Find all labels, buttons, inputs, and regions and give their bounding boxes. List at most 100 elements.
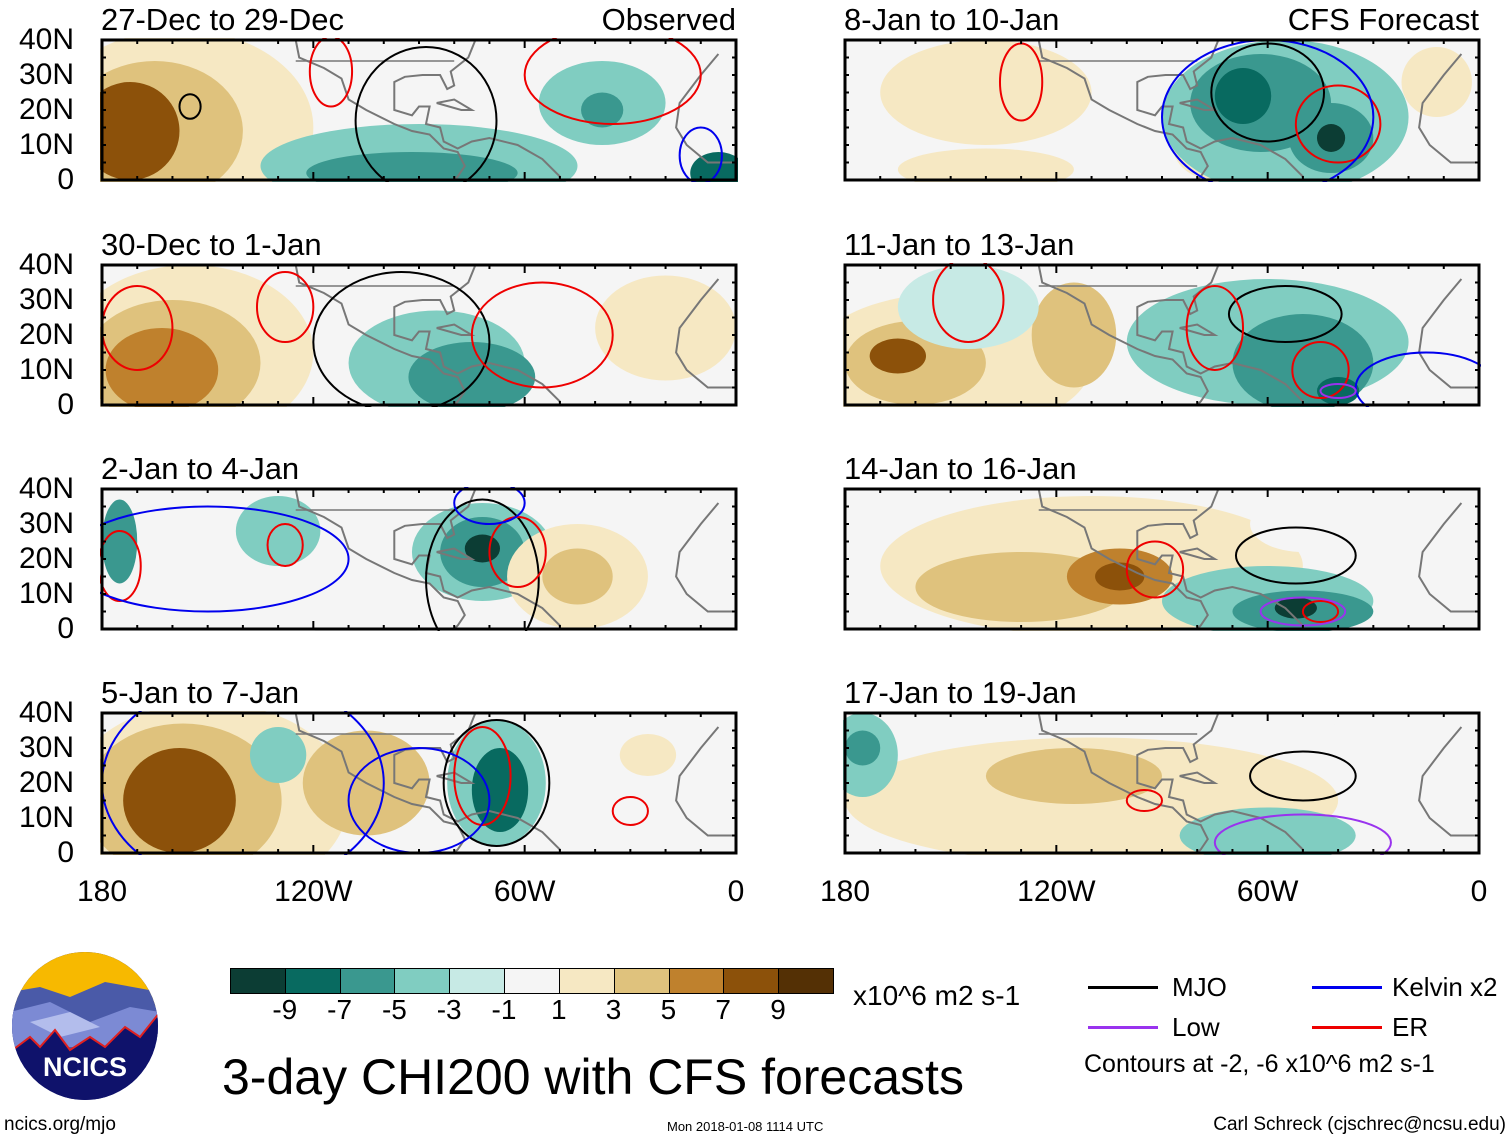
colorbar-swatch: [724, 969, 780, 993]
anomaly-region: [1250, 496, 1356, 552]
er-line-icon: [1312, 1026, 1382, 1029]
y-tick-label: 20N: [18, 93, 74, 126]
colorbar-tick: 5: [660, 994, 677, 1025]
coastline: [1418, 53, 1479, 164]
anomaly-region: [1320, 713, 1427, 783]
x-tick-label: 180: [819, 875, 871, 908]
colorbar-swatch: [559, 969, 615, 993]
x-tick-label: 0: [727, 875, 745, 908]
legend-label: Kelvin x2: [1392, 972, 1498, 1002]
legend-label: MJO: [1172, 972, 1227, 1002]
anomaly-region: [845, 730, 881, 766]
anomaly-region: [306, 152, 518, 182]
colorbar-tick: -3: [436, 994, 462, 1025]
panel-title: 11-Jan to 13-Jan: [844, 227, 1075, 262]
anomaly-region: [102, 499, 138, 584]
coastline: [1037, 264, 1209, 406]
contour-note: Contours at -2, -6 x10^6 m2 s-1: [1084, 1050, 1435, 1078]
coastline: [675, 278, 736, 389]
legend-kelvin: Kelvin x2: [1312, 972, 1498, 1003]
coastline: [294, 264, 466, 406]
y-tick-label: 10N: [18, 577, 74, 610]
colorbar-swatch: [285, 969, 341, 993]
kelvin-contour: [1354, 351, 1481, 407]
kelvin-contour: [100, 505, 350, 613]
low-contour: [1319, 383, 1357, 399]
y-tick-label: 0: [57, 612, 74, 645]
coastline: [1037, 488, 1209, 630]
x-tick-label: 120W: [1017, 875, 1096, 908]
colorbar-tick: 9: [770, 994, 786, 1025]
coastline: [675, 726, 736, 837]
coastline: [1136, 762, 1304, 853]
colorbar-swatch: [395, 969, 451, 993]
anomaly-region: [880, 40, 1092, 145]
panel-title: 17-Jan to 19-Jan: [844, 675, 1077, 710]
anomaly-region: [630, 289, 701, 346]
forecast-label: CFS Forecast: [1287, 2, 1479, 37]
panel-title: 5-Jan to 7-Jan: [101, 675, 300, 710]
x-tick-label: 180: [76, 875, 128, 908]
anomaly-region: [549, 790, 606, 832]
colorbar-swatch: [669, 969, 725, 993]
y-tick-label: 30N: [18, 283, 74, 316]
mjo-contour: [425, 498, 540, 631]
panel-title: 2-Jan to 4-Jan: [101, 451, 300, 486]
anomaly-region: [985, 748, 1162, 804]
y-tick-label: 10N: [18, 128, 74, 161]
colorbar-tick: 7: [715, 994, 731, 1025]
mjo-contour: [1234, 526, 1357, 585]
y-tick-label: 30N: [18, 507, 74, 540]
panel-title: 8-Jan to 10-Jan: [844, 2, 1060, 37]
anomaly-region: [105, 328, 219, 407]
low-line-icon: [1088, 1026, 1158, 1029]
er-contour: [470, 281, 614, 389]
coastline: [1136, 314, 1304, 405]
coastline: [393, 89, 561, 180]
y-tick-label: 40N: [18, 472, 74, 505]
coastline: [294, 39, 466, 181]
er-contour: [611, 796, 649, 826]
coastline: [393, 39, 477, 91]
x-tick-label: 60W: [493, 875, 556, 908]
map-panel: [100, 711, 738, 855]
colorbar-swatch: [614, 969, 670, 993]
anomaly-region: [619, 734, 677, 776]
coastline: [1179, 547, 1219, 560]
y-tick-label: 10N: [18, 801, 74, 834]
footer-url[interactable]: ncics.org/mjo: [4, 1114, 116, 1135]
y-tick-label: 40N: [18, 248, 74, 281]
anomaly-region: [1095, 562, 1145, 591]
colorbar-swatch: [505, 969, 560, 993]
er-contour: [308, 38, 354, 108]
y-tick-label: 10N: [18, 353, 74, 386]
anomaly-region: [100, 82, 180, 180]
er-contour: [1301, 600, 1340, 623]
anomaly-region: [408, 342, 536, 407]
map-panel: [843, 711, 1481, 855]
y-tick-label: 30N: [18, 58, 74, 91]
y-tick-label: 20N: [18, 318, 74, 351]
coastline: [436, 771, 476, 784]
colorbar-swatch: [779, 969, 833, 993]
coastline: [675, 502, 736, 613]
map-panel: [843, 263, 1481, 407]
y-tick-label: 0: [57, 163, 74, 196]
coastline: [1037, 39, 1209, 181]
y-tick-label: 40N: [18, 23, 74, 56]
mjo-contour: [354, 46, 498, 182]
map-panel: [100, 38, 738, 182]
coastline: [1179, 771, 1219, 784]
x-tick-label: 120W: [274, 875, 353, 908]
colorbar-swatch: [231, 969, 286, 993]
coastline: [393, 538, 561, 629]
anomaly-region: [897, 148, 1074, 182]
er-contour: [1125, 540, 1185, 599]
map-panel: [843, 487, 1481, 631]
anomaly-region: [249, 727, 307, 783]
colorbar: [230, 968, 834, 994]
low-contour: [1213, 813, 1392, 855]
colorbar-swatch: [340, 969, 396, 993]
coastline: [1418, 726, 1479, 837]
er-contour: [255, 271, 315, 343]
